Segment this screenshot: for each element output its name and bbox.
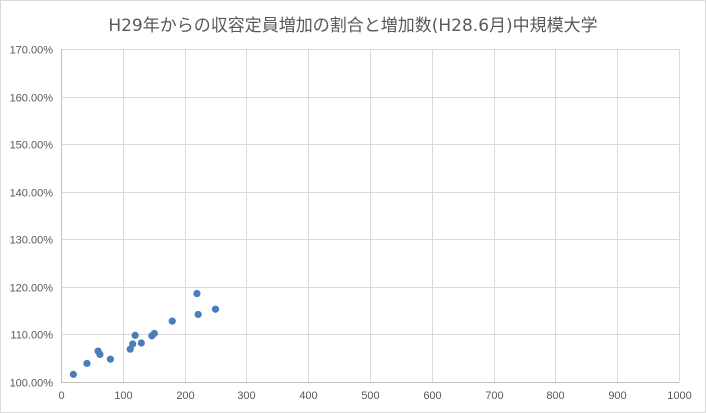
- x-tick-label: 700: [485, 390, 503, 402]
- axes: [61, 49, 679, 383]
- scatter-point: [168, 317, 176, 325]
- scatter-point: [96, 350, 104, 359]
- y-tick-label: 120.00%: [10, 283, 54, 295]
- x-tick-label: 600: [423, 390, 441, 402]
- tick-labels: 100.00% 110.00% 120.00% 130.00% 140.00% 150.0…: [10, 45, 692, 403]
- data-points: [69, 289, 220, 378]
- scatter-point: [150, 329, 158, 338]
- gridlines: [61, 49, 680, 383]
- x-tick-label: 500: [361, 390, 379, 402]
- scatter-point: [106, 355, 115, 363]
- x-tick-label: 300: [237, 390, 255, 402]
- x-tick-label: 200: [176, 390, 194, 402]
- y-tick-label: 110.00%: [10, 330, 53, 342]
- y-tick-label: 170.00%: [10, 45, 54, 57]
- scatter-point: [129, 340, 137, 348]
- y-tick-label: 130.00%: [10, 235, 54, 247]
- scatter-point: [194, 310, 202, 319]
- chart-title: H29年からの収容定員増加の割合と増加数(H28.6月)中規模大学: [108, 16, 598, 36]
- scatter-point: [211, 305, 220, 313]
- y-tick-label: 140.00%: [10, 188, 54, 200]
- y-tick-label: 150.00%: [10, 140, 54, 152]
- scatter-point: [83, 359, 91, 368]
- scatter-point: [137, 339, 145, 347]
- x-tick-label: 400: [299, 390, 317, 402]
- x-tick-label: 0: [58, 390, 64, 402]
- x-tick-label: 900: [608, 390, 626, 402]
- scatter-point: [69, 370, 77, 378]
- y-tick-label: 100.00%: [10, 378, 54, 390]
- x-tick-label: 100: [114, 390, 132, 402]
- y-tick-label: 160.00%: [10, 93, 54, 105]
- x-tick-label: 1000: [667, 390, 691, 402]
- x-tick-label: 800: [546, 390, 564, 402]
- scatter-point: [193, 289, 201, 298]
- scatter-point: [131, 331, 139, 339]
